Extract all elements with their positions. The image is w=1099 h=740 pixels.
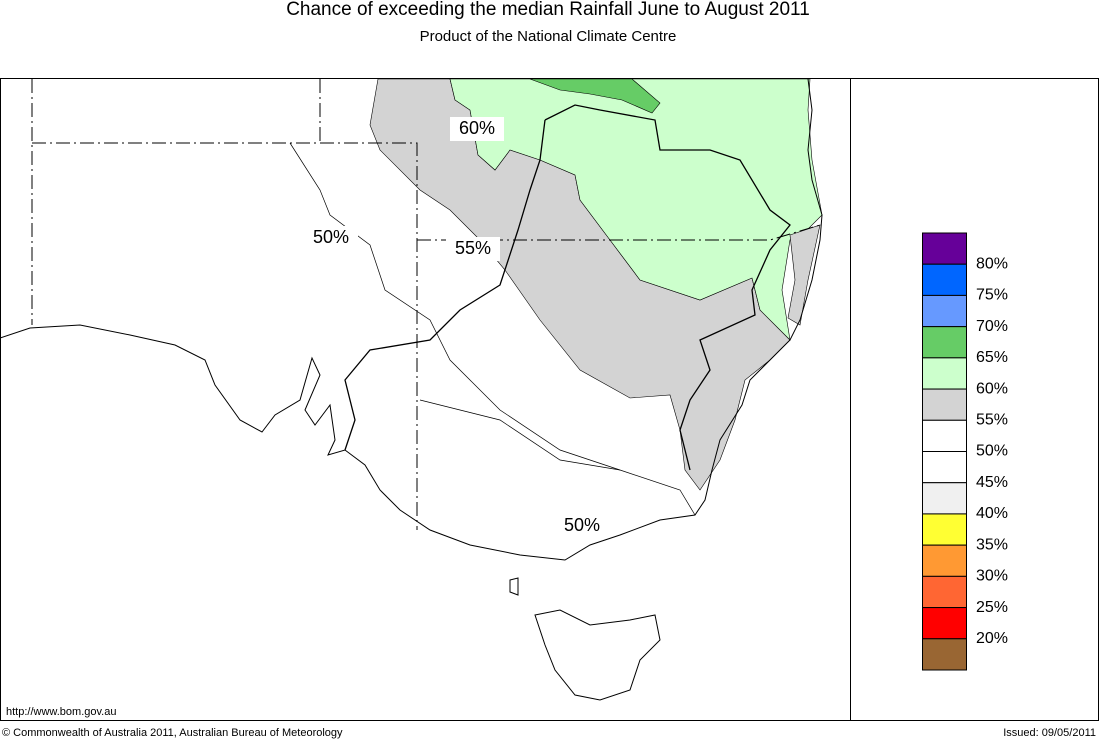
legend-label: 20% [976,630,1008,647]
copyright: © Commonwealth of Australia 2011, Austra… [2,727,343,739]
region-65 [529,78,661,114]
coastline [0,78,823,701]
legend-label: 75% [976,287,1008,304]
legend-swatch [922,388,967,421]
url: http://www.bom.gov.au [6,706,116,718]
label-bg [450,117,504,141]
legend-swatch [922,357,967,390]
legend-label: 35% [976,536,1008,553]
contour-label: 50% [313,227,349,247]
legend-swatch [922,575,967,609]
legend: 80% 75% 70% 65% 60% 55% 50% 45% 40% 35% 30% 25% 20% [922,232,1008,671]
legend-label: 25% [976,599,1008,616]
legend-swatch [922,638,967,671]
legend-label: 40% [976,505,1008,522]
legend-swatch [922,232,967,265]
legend-label: 65% [976,349,1008,366]
legend-label: 50% [976,443,1008,460]
label-bg [555,514,609,538]
legend-swatch [922,419,967,452]
legend-label: 80% [976,255,1008,272]
legend-swatch [922,263,967,296]
legend-label: 45% [976,474,1008,491]
legend-frame [850,78,1099,721]
legend-label: 60% [976,380,1008,397]
map-subtitle: Product of the National Climate Centre [420,28,677,45]
legend-swatch [922,451,967,484]
legend-label: 70% [976,318,1008,335]
legend-swatch [922,294,967,328]
map-shading [369,78,823,491]
label-bg [304,226,358,250]
state-borders [31,79,821,530]
issued: Issued: 09/05/2011 [1003,727,1096,739]
contour-label: 50% [564,515,600,535]
legend-swatch [922,544,967,577]
map-title: Chance of exceeding the median Rainfall … [286,0,810,20]
region-60 [449,78,823,341]
legend-swatch [922,513,967,546]
legend-swatch [922,326,967,359]
label-bg [446,237,500,261]
contour-label: 55% [455,238,491,258]
region-55-coast [787,224,821,326]
region-borders [344,104,791,471]
legend-label: 55% [976,412,1008,429]
legend-swatch [922,607,967,640]
legend-swatch [922,482,967,515]
contours [289,142,696,516]
legend-label: 30% [976,568,1008,585]
contour-label: 60% [459,118,495,138]
